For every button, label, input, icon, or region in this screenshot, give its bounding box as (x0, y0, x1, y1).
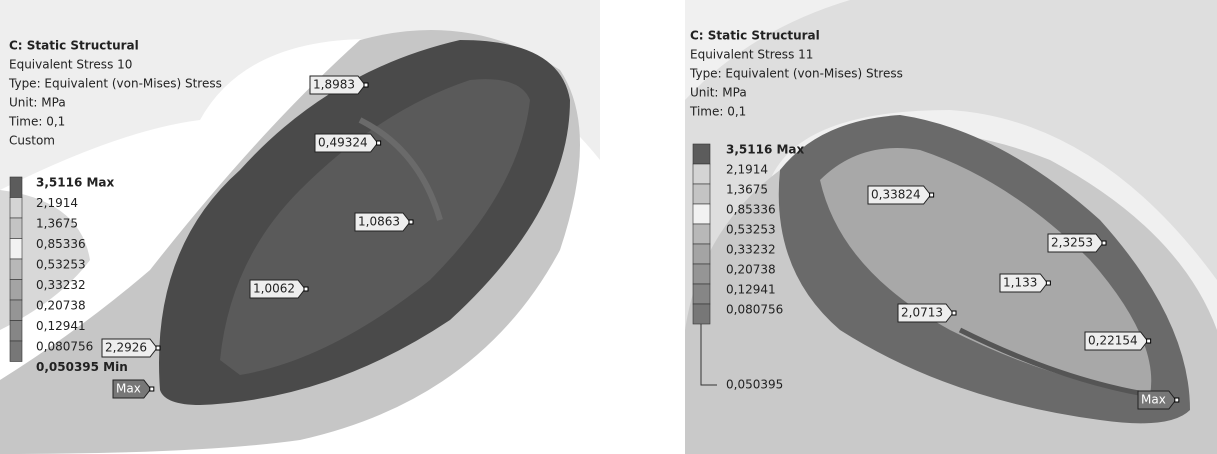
probe-value: 1,133 (1003, 276, 1037, 290)
legend-label: 0,20738 (36, 299, 86, 313)
legend-label: 0,12941 (36, 319, 86, 333)
legend-label: 1,3675 (36, 217, 78, 231)
probe-label: 2,2926 (102, 339, 160, 357)
probe-point (1046, 281, 1050, 285)
legend-label: 0,050395 (726, 378, 783, 392)
legend-label: 0,85336 (726, 203, 776, 217)
probe-label: 1,8983 (310, 76, 368, 94)
legend-band (10, 218, 22, 239)
legend-label: 0,53253 (36, 258, 86, 272)
probe-point (952, 311, 956, 315)
legend-label: 0,080756 (36, 340, 93, 354)
probe-point (1102, 241, 1106, 245)
legend-band (693, 264, 710, 284)
probe-value: 0,33824 (871, 188, 921, 202)
header-type: Type: Equivalent (von-Mises) Stress (8, 77, 222, 91)
legend-band (693, 164, 710, 184)
probe-label: 1,0863 (355, 213, 413, 231)
legend-band (693, 144, 710, 164)
header-extra: Custom (9, 134, 55, 148)
probe-point (364, 83, 368, 87)
probe-point (409, 220, 413, 224)
legend-label: 0,53253 (726, 223, 776, 237)
probe-value: 2,2926 (105, 341, 147, 355)
probe-point (156, 346, 160, 350)
legend-label: 0,080756 (726, 303, 783, 317)
probe-label: 2,0713 (898, 304, 956, 322)
probe-point (304, 287, 308, 291)
header-result: Equivalent Stress 10 (9, 58, 132, 72)
probe-value: 1,0863 (358, 215, 400, 229)
screenshot: C: Static Structural Equivalent Stress 10… (0, 0, 1217, 454)
probe-label: 1,0062 (250, 280, 308, 298)
probe-label: 2,3253 (1048, 234, 1106, 252)
legend-label: 0,33232 (726, 243, 776, 257)
probe-label: 0,22154 (1085, 332, 1151, 350)
header-time: Time: 0,1 (8, 115, 65, 129)
legend-band (693, 284, 710, 304)
legend-band (693, 224, 710, 244)
legend-band (693, 304, 710, 324)
legend-label: 1,3675 (726, 183, 768, 197)
header-title: C: Static Structural (9, 39, 139, 53)
probe-label: 1,133 (1000, 274, 1050, 292)
legend-label: 3,5116 Max (726, 143, 805, 157)
legend-band (10, 177, 22, 198)
legend-band (693, 244, 710, 264)
legend-label: 0,050395 Min (36, 360, 128, 374)
legend-band (10, 280, 22, 301)
header-result: Equivalent Stress 11 (690, 48, 813, 62)
probe-point (930, 193, 934, 197)
legend-band (693, 184, 710, 204)
legend-label: 2,1914 (36, 196, 78, 210)
legend-label: 0,20738 (726, 263, 776, 277)
probe-point (1175, 398, 1179, 402)
probe-label: 0,49324 (315, 134, 381, 152)
header-unit: Unit: MPa (9, 96, 66, 110)
legend-band (10, 321, 22, 342)
probe-value: Max (116, 382, 141, 396)
legend-band (693, 204, 710, 224)
probe-point (377, 141, 381, 145)
legend-label: 0,85336 (36, 237, 86, 251)
legend-band (10, 239, 22, 260)
header-time: Time: 0,1 (689, 105, 746, 119)
header-unit: Unit: MPa (690, 86, 747, 100)
probe-value: 2,3253 (1051, 236, 1093, 250)
probe-value: Max (1141, 393, 1166, 407)
probe-value: 1,0062 (253, 282, 295, 296)
legend-band (10, 341, 22, 362)
legend-label: 2,1914 (726, 163, 768, 177)
probe-value: 2,0713 (901, 306, 943, 320)
probe-value: 1,8983 (313, 78, 355, 92)
probe-point (1147, 339, 1151, 343)
probe-value: 0,49324 (318, 136, 368, 150)
legend-label: 0,33232 (36, 278, 86, 292)
probe-point (150, 387, 154, 391)
header-type: Type: Equivalent (von-Mises) Stress (689, 67, 903, 81)
probe-label: 0,33824 (868, 186, 934, 204)
legend-band (10, 198, 22, 219)
probe-value: 0,22154 (1088, 334, 1138, 348)
legend-label: 3,5116 Max (36, 176, 115, 190)
header-title: C: Static Structural (690, 29, 820, 43)
legend-band (10, 259, 22, 280)
legend-label: 0,12941 (726, 283, 776, 297)
legend-band (10, 300, 22, 321)
